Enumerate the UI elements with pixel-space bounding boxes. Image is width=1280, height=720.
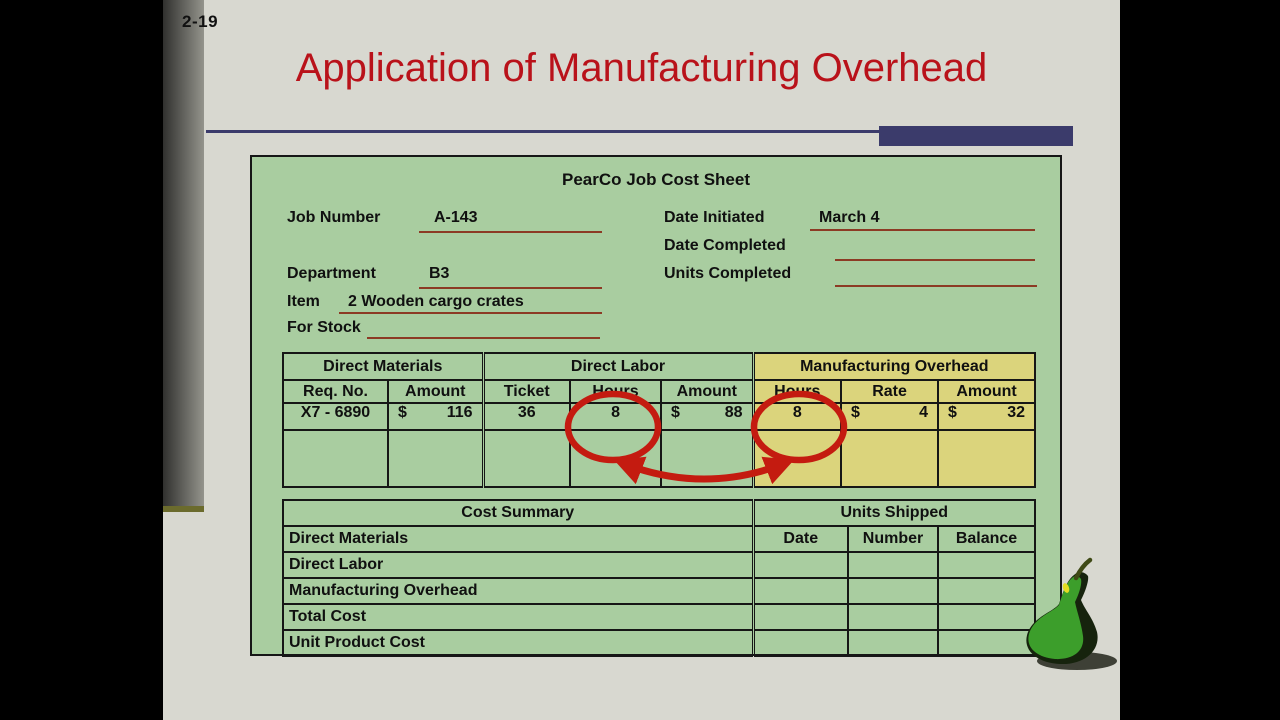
summary-row-direct-materials: Direct Materials xyxy=(282,525,754,553)
pear-stem xyxy=(1073,557,1093,581)
currency-sign: $ xyxy=(851,404,860,421)
job-number-value: A-143 xyxy=(434,209,478,226)
section-direct-materials: Direct Materials xyxy=(281,352,485,381)
col-dm-amount: Amount xyxy=(386,379,485,404)
col-mo-rate: Rate xyxy=(840,379,940,404)
cell-mo-amount: $ 32 xyxy=(937,402,1037,431)
col-mo-hours: Hours xyxy=(751,379,843,404)
cell-dl-amount: $ 88 xyxy=(660,402,755,431)
summary-row-manufacturing-overhead: Manufacturing Overhead xyxy=(282,577,754,605)
section-manufacturing-overhead: Manufacturing Overhead xyxy=(751,352,1037,381)
department-underline xyxy=(419,287,602,289)
currency-sign: $ xyxy=(398,404,407,421)
for-stock-label: For Stock xyxy=(287,319,361,336)
job-cost-sheet: PearCo Job Cost Sheet Job Number A-143 D… xyxy=(250,155,1062,657)
pear-clipart-icon xyxy=(1026,557,1117,670)
cell-dm-amount: $ 116 xyxy=(386,402,485,431)
slide: 2-19 Application of Manufacturing Overhe… xyxy=(163,0,1120,720)
title-divider-accent-block xyxy=(879,126,1073,146)
date-initiated-underline xyxy=(810,229,1035,231)
col-dl-amount: Amount xyxy=(660,379,755,404)
table-row-empty xyxy=(282,429,1037,488)
units-completed-underline xyxy=(835,285,1037,287)
section-direct-labor: Direct Labor xyxy=(481,352,755,381)
col-mo-amount: Amount xyxy=(937,379,1037,404)
mo-rate-value: 4 xyxy=(919,404,929,421)
cell-mo-rate: $ 4 xyxy=(840,402,940,431)
slide-page-number: 2-19 xyxy=(182,12,219,31)
cell-dl-hours: 8 xyxy=(569,402,663,431)
units-shipped-header: Units Shipped xyxy=(751,499,1036,527)
pear-body xyxy=(1028,575,1084,660)
col-ship-number: Number xyxy=(847,525,939,553)
cell-req-no: X7 - 6890 xyxy=(282,402,389,431)
department-label: Department xyxy=(287,265,376,282)
left-accent-strip xyxy=(163,0,204,512)
date-completed-label: Date Completed xyxy=(664,237,786,254)
cost-summary-header: Cost Summary xyxy=(282,499,754,527)
dm-amount-value: 116 xyxy=(446,404,473,421)
date-initiated-value: March 4 xyxy=(819,209,880,226)
col-req-no: Req. No. xyxy=(282,379,389,404)
item-value: 2 Wooden cargo crates xyxy=(348,293,524,310)
job-detail-table: Direct Materials Direct Labor Manufactur… xyxy=(281,352,1037,488)
cost-summary-table: Cost Summary Units Shipped Direct Materi… xyxy=(282,499,1036,657)
sheet-title: PearCo Job Cost Sheet xyxy=(562,170,750,189)
cell-mo-hours: 8 xyxy=(751,402,843,431)
job-number-underline xyxy=(419,231,602,233)
currency-sign: $ xyxy=(948,404,957,421)
col-ticket: Ticket xyxy=(481,379,572,404)
cell-ticket: 36 xyxy=(481,402,572,431)
summary-row-unit-product-cost: Unit Product Cost xyxy=(282,629,754,657)
mo-amount-value: 32 xyxy=(1007,404,1026,421)
for-stock-underline xyxy=(367,337,600,339)
job-number-label: Job Number xyxy=(287,209,381,226)
col-ship-date: Date xyxy=(751,525,849,553)
dl-amount-value: 88 xyxy=(724,404,743,421)
slide-title: Application of Manufacturing Overhead xyxy=(295,46,988,90)
units-completed-label: Units Completed xyxy=(664,265,792,282)
date-initiated-label: Date Initiated xyxy=(664,209,765,226)
item-underline xyxy=(339,312,602,314)
summary-row-total-cost: Total Cost xyxy=(282,603,754,631)
col-dl-hours: Hours xyxy=(569,379,663,404)
pear-highlight xyxy=(1062,583,1070,593)
title-divider-line xyxy=(206,130,1073,133)
col-ship-balance: Balance xyxy=(937,525,1036,553)
item-label: Item xyxy=(287,293,320,310)
summary-row-direct-labor: Direct Labor xyxy=(282,551,754,579)
table-row: X7 - 6890 $ 116 36 8 $ 88 8 $ 4 $ xyxy=(282,402,1037,431)
date-completed-underline xyxy=(835,259,1035,261)
currency-sign: $ xyxy=(671,404,680,421)
department-value: B3 xyxy=(429,265,450,282)
